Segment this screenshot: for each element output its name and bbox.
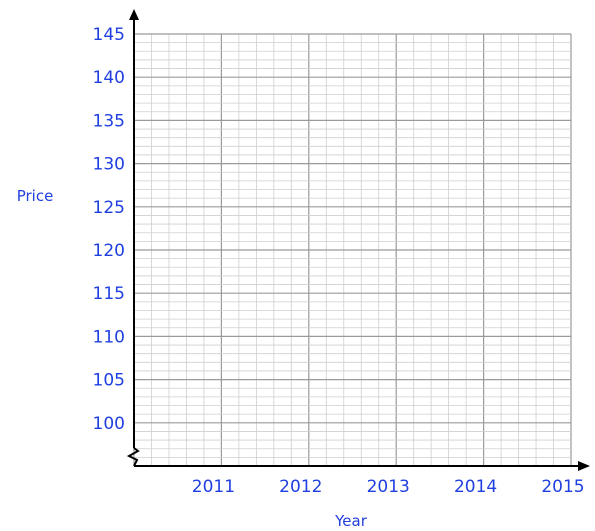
- x-tick-label: 2015: [541, 477, 584, 497]
- y-axis-arrow-icon: [129, 9, 139, 20]
- y-tick-label: 145: [93, 25, 125, 45]
- x-tick-label: 2011: [192, 477, 235, 497]
- y-tick-label: 110: [93, 327, 125, 347]
- y-tick-label: 135: [93, 111, 125, 131]
- x-tick-label: 2012: [279, 477, 322, 497]
- x-tick-labels: 2011 2012 2013 2014 2015: [192, 477, 585, 497]
- x-axis-arrow-icon: [578, 461, 590, 471]
- y-axis-break-icon: [126, 447, 140, 467]
- y-tick-label: 100: [93, 414, 125, 434]
- y-tick-label: 120: [93, 241, 125, 261]
- y-tick-label: 140: [93, 68, 125, 88]
- y-axis-label: Price: [17, 187, 54, 205]
- y-tick-label: 130: [93, 155, 125, 175]
- y-tick-label: 125: [93, 198, 125, 218]
- y-tick-label: 115: [93, 284, 125, 304]
- y-tick-labels: 145 140 135 130 125 120 115 110 105 100: [93, 25, 125, 434]
- axes: [126, 9, 590, 471]
- y-tick-label: 105: [93, 371, 125, 391]
- x-tick-label: 2013: [367, 477, 410, 497]
- grid: [133, 33, 572, 467]
- x-tick-label: 2014: [454, 477, 497, 497]
- x-axis-label: Year: [334, 512, 368, 530]
